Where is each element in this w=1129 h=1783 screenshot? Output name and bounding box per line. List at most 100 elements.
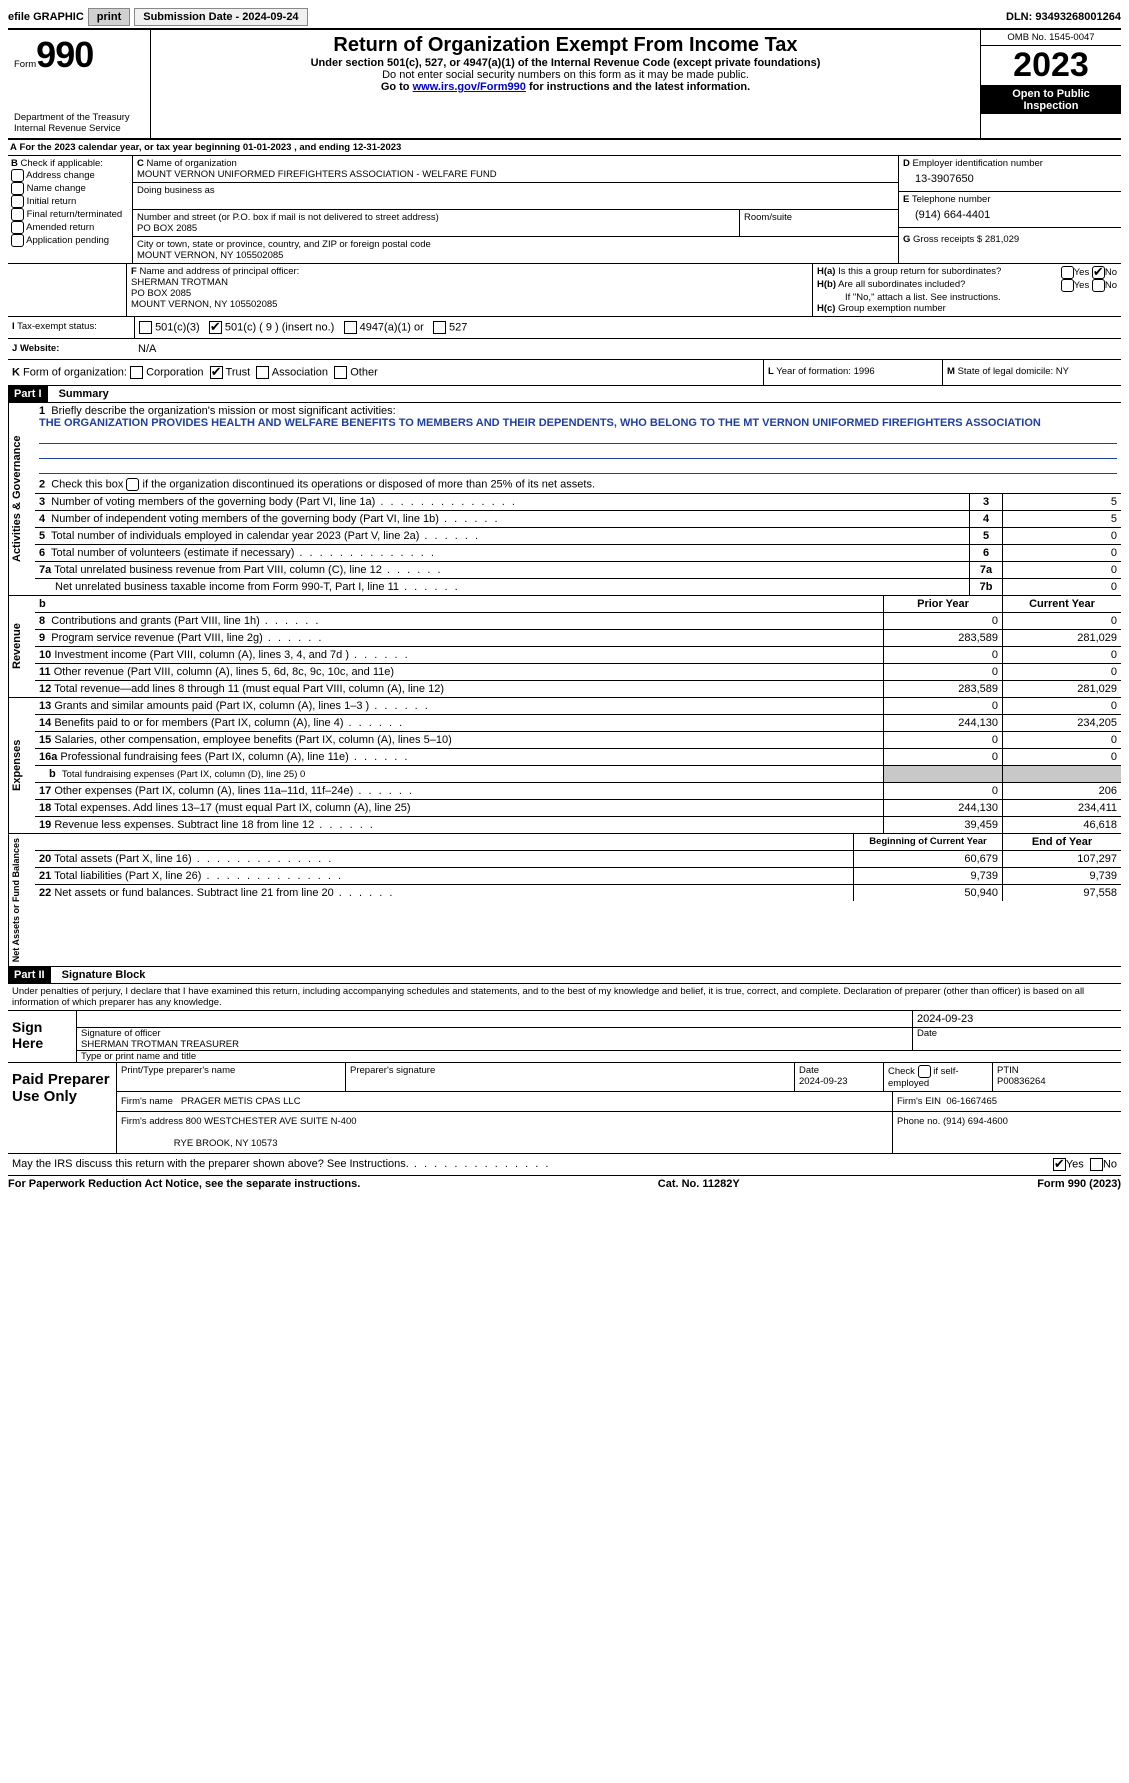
dba-label: Doing business as	[137, 185, 894, 196]
dept-label: Department of the Treasury Internal Reve…	[14, 112, 144, 134]
check-assoc[interactable]	[256, 366, 269, 379]
year-formation: 1996	[854, 366, 875, 377]
col-b: B Check if applicable: Address change Na…	[8, 156, 133, 263]
part-2-header: Part II Signature Block	[8, 967, 1121, 984]
form-number: 990	[36, 34, 93, 75]
org-name: MOUNT VERNON UNIFORMED FIREFIGHTERS ASSO…	[137, 169, 894, 180]
pra-notice: For Paperwork Reduction Act Notice, see …	[8, 1178, 360, 1190]
sign-here-section: Sign Here 2024-09-23 Signature of office…	[8, 1011, 1121, 1063]
line-a: A For the 2023 calendar year, or tax yea…	[8, 140, 1121, 156]
check-discuss-yes[interactable]	[1053, 1158, 1066, 1171]
declaration: Under penalties of perjury, I declare th…	[8, 984, 1121, 1011]
hdr-curr: Current Year	[1002, 596, 1121, 612]
check-527[interactable]	[433, 321, 446, 334]
firm-phone: (914) 694-4600	[943, 1116, 1008, 1127]
room-label: Room/suite	[744, 212, 894, 223]
val-7b: 0	[1002, 579, 1121, 595]
org-city: MOUNT VERNON, NY 105502085	[137, 250, 894, 261]
form-id: Form 990 (2023)	[1037, 1178, 1121, 1190]
check-hb-no[interactable]	[1092, 279, 1105, 292]
firm-name: PRAGER METIS CPAS LLC	[181, 1096, 301, 1107]
subtitle-3: Go to www.irs.gov/Form990 for instructio…	[157, 81, 974, 93]
check-ha-yes[interactable]	[1061, 266, 1074, 279]
irs-link[interactable]: www.irs.gov/Form990	[413, 81, 526, 93]
cat-no: Cat. No. 11282Y	[658, 1178, 740, 1190]
officer-city: MOUNT VERNON, NY 105502085	[131, 299, 277, 310]
val-3: 5	[1002, 494, 1121, 510]
top-bar: efile GRAPHIC print Submission Date - 20…	[8, 8, 1121, 30]
check-corp[interactable]	[130, 366, 143, 379]
omb-number: OMB No. 1545-0047	[981, 30, 1121, 46]
check-initial[interactable]	[11, 195, 24, 208]
expenses-section: Expenses 13 Grants and similar amounts p…	[8, 698, 1121, 834]
website: N/A	[134, 339, 1121, 359]
sign-here-label: Sign Here	[8, 1011, 77, 1062]
discuss-row: May the IRS discuss this return with the…	[8, 1154, 1121, 1176]
form-header: Form990 Department of the Treasury Inter…	[8, 30, 1121, 140]
efile-label: efile GRAPHIC	[8, 11, 84, 23]
section-b-g: B Check if applicable: Address change Na…	[8, 156, 1121, 264]
submission-date: Submission Date - 2024-09-24	[134, 8, 307, 26]
revenue-section: Revenue bPrior YearCurrent Year 8 Contri…	[8, 596, 1121, 698]
gross-receipts: 281,029	[985, 234, 1019, 245]
telephone: (914) 664-4401	[903, 205, 1117, 225]
ptin: P00836264	[997, 1076, 1046, 1087]
page-footer: For Paperwork Reduction Act Notice, see …	[8, 1176, 1121, 1190]
section-j: J Website: N/A	[8, 339, 1121, 360]
tax-year: 2023	[981, 46, 1121, 86]
col-deg: D Employer identification number 13-3907…	[898, 156, 1121, 263]
group-exemption: Group exemption number	[838, 303, 946, 314]
form-title: Return of Organization Exempt From Incom…	[157, 34, 974, 57]
side-label-ag: Activities & Governance	[8, 403, 35, 595]
print-button[interactable]: print	[88, 8, 130, 26]
val-6: 0	[1002, 545, 1121, 561]
part-1-header: Part I Summary	[8, 386, 1121, 403]
check-501c[interactable]	[209, 321, 222, 334]
ein: 13-3907650	[903, 169, 1117, 189]
val-7a: 0	[1002, 562, 1121, 578]
sig-date: 2024-09-23	[917, 1013, 973, 1025]
firm-ein: 06-1667465	[946, 1096, 997, 1107]
side-label-na: Net Assets or Fund Balances	[8, 834, 35, 966]
paid-preparer-label: Paid Preparer Use Only	[8, 1063, 117, 1153]
val-4: 5	[1002, 511, 1121, 527]
org-street: PO BOX 2085	[137, 223, 735, 234]
val-5: 0	[1002, 528, 1121, 544]
subtitle-1: Under section 501(c), 527, or 4947(a)(1)…	[157, 57, 974, 69]
section-klm: K Form of organization: Corporation Trus…	[8, 360, 1121, 386]
check-address[interactable]	[11, 169, 24, 182]
officer-sig-name: SHERMAN TROTMAN TREASURER	[81, 1039, 239, 1050]
hdr-end: End of Year	[1002, 834, 1121, 850]
check-final[interactable]	[11, 208, 24, 221]
check-ha-no[interactable]	[1092, 266, 1105, 279]
check-discontinued[interactable]	[126, 478, 139, 491]
section-i: I Tax-exempt status: 501(c)(3) 501(c) ( …	[8, 317, 1121, 339]
form-word: Form	[14, 59, 36, 70]
pp-date: 2024-09-23	[799, 1076, 848, 1087]
check-pending[interactable]	[11, 234, 24, 247]
col-c: C Name of organization MOUNT VERNON UNIF…	[133, 156, 898, 263]
check-name[interactable]	[11, 182, 24, 195]
mission-text: THE ORGANIZATION PROVIDES HEALTH AND WEL…	[39, 417, 1041, 429]
officer-street: PO BOX 2085	[131, 288, 191, 299]
side-label-rev: Revenue	[8, 596, 35, 697]
section-f-h: F Name and address of principal officer:…	[8, 264, 1121, 317]
check-trust[interactable]	[210, 366, 223, 379]
check-hb-yes[interactable]	[1061, 279, 1074, 292]
check-self-employed[interactable]	[918, 1065, 931, 1078]
dln: DLN: 93493268001264	[1006, 11, 1121, 23]
activities-governance: Activities & Governance 1 Briefly descri…	[8, 403, 1121, 596]
hdr-beg: Beginning of Current Year	[853, 834, 1002, 850]
state-domicile: NY	[1056, 366, 1069, 377]
check-discuss-no[interactable]	[1090, 1158, 1103, 1171]
check-501c3[interactable]	[139, 321, 152, 334]
officer-name: SHERMAN TROTMAN	[131, 277, 228, 288]
check-4947[interactable]	[344, 321, 357, 334]
paid-preparer-section: Paid Preparer Use Only Print/Type prepar…	[8, 1063, 1121, 1154]
check-amended[interactable]	[11, 221, 24, 234]
hdr-prior: Prior Year	[883, 596, 1002, 612]
check-other[interactable]	[334, 366, 347, 379]
net-assets-section: Net Assets or Fund Balances Beginning of…	[8, 834, 1121, 967]
side-label-exp: Expenses	[8, 698, 35, 833]
subtitle-2: Do not enter social security numbers on …	[157, 69, 974, 81]
